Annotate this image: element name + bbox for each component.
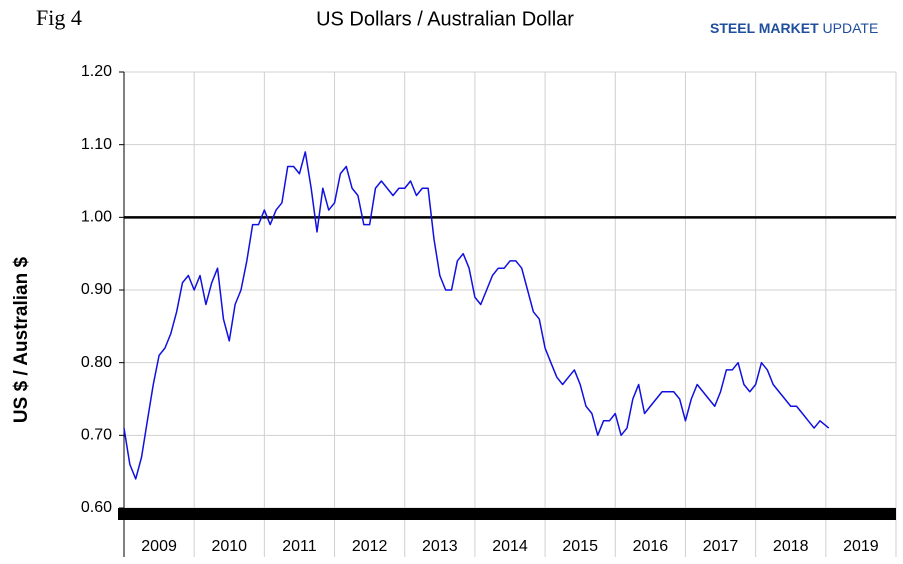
x-tick-label: 2010 [211, 538, 247, 555]
y-tick-label: 1.20 [81, 63, 112, 80]
x-tick-label: 2019 [843, 538, 879, 555]
logo-bold: STEEL MARKET [710, 20, 819, 36]
y-tick-label: 0.90 [81, 281, 112, 298]
base-bar [118, 508, 896, 520]
y-tick-label: 1.10 [81, 136, 112, 153]
y-tick-label: 0.80 [81, 354, 112, 371]
x-tick-label: 2009 [141, 538, 177, 555]
x-tick-label: 2018 [773, 538, 809, 555]
figure-label: Fig 4 [36, 5, 82, 30]
data-line [123, 151, 830, 480]
x-tick-label: 2015 [562, 538, 598, 555]
x-tick-label: 2011 [282, 538, 317, 555]
y-tick-label: 0.70 [81, 427, 112, 444]
x-tick-label: 2013 [422, 538, 458, 555]
x-tick-label: 2014 [492, 538, 528, 555]
y-tick-label: 0.60 [81, 499, 112, 516]
y-tick-label: 1.00 [81, 209, 112, 226]
logo: STEEL MARKET UPDATE [710, 20, 878, 36]
y-axis-label: US $ / Australian $ [11, 257, 32, 424]
logo-text: UPDATE [823, 20, 879, 36]
x-tick-label: 2016 [633, 538, 669, 555]
chart-title: US Dollars / Australian Dollar [316, 8, 574, 30]
x-tick-label: 2017 [703, 538, 739, 555]
x-tick-label: 2012 [352, 538, 388, 555]
